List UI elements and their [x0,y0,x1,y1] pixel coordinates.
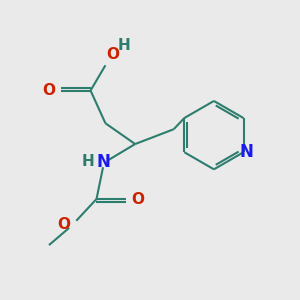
Text: O: O [106,47,119,62]
Text: H: H [118,38,130,53]
Text: H: H [81,154,94,169]
Text: O: O [132,191,145,206]
Text: O: O [57,217,70,232]
Text: N: N [96,153,110,171]
Text: N: N [239,143,254,161]
Text: O: O [43,83,56,98]
